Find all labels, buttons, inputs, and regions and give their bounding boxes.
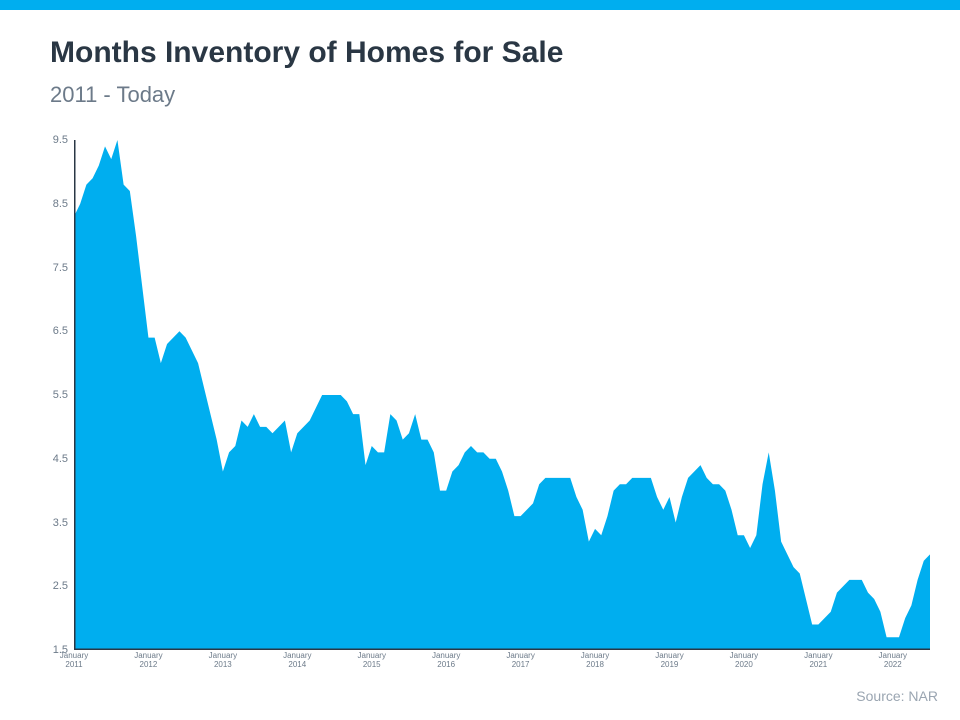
chart-area: 1.52.53.54.55.56.57.58.59.5 January2011J… <box>40 140 930 650</box>
y-tick-label: 9.5 <box>53 134 68 146</box>
x-tick-label: January2013 <box>209 652 237 670</box>
chart-title: Months Inventory of Homes for Sale <box>50 36 563 70</box>
y-tick-label: 3.5 <box>53 517 68 529</box>
y-tick-label: 7.5 <box>53 262 68 274</box>
x-tick-label: January2020 <box>730 652 758 670</box>
x-axis: January2011January2012January2013January… <box>74 650 930 680</box>
y-tick-label: 5.5 <box>53 389 68 401</box>
area-chart-svg <box>74 140 930 650</box>
x-tick-label: January2015 <box>358 652 386 670</box>
y-tick-label: 8.5 <box>53 198 68 210</box>
x-tick-label: January2018 <box>581 652 609 670</box>
x-tick-label: January2014 <box>283 652 311 670</box>
x-tick-label: January2021 <box>804 652 832 670</box>
y-tick-label: 4.5 <box>53 453 68 465</box>
x-tick-label: January2019 <box>655 652 683 670</box>
area-series <box>74 140 930 650</box>
chart-container: Months Inventory of Homes for Sale 2011 … <box>0 10 960 720</box>
y-tick-label: 2.5 <box>53 580 68 592</box>
source-label: Source: NAR <box>856 688 938 704</box>
plot-region <box>74 140 930 650</box>
x-tick-label: January2011 <box>60 652 88 670</box>
x-tick-label: January2022 <box>879 652 907 670</box>
chart-subtitle: 2011 - Today <box>50 82 175 108</box>
x-tick-label: January2017 <box>506 652 534 670</box>
y-tick-label: 6.5 <box>53 325 68 337</box>
x-tick-label: January2016 <box>432 652 460 670</box>
top-accent-bar <box>0 0 960 10</box>
x-tick-label: January2012 <box>134 652 162 670</box>
y-axis: 1.52.53.54.55.56.57.58.59.5 <box>40 140 72 650</box>
